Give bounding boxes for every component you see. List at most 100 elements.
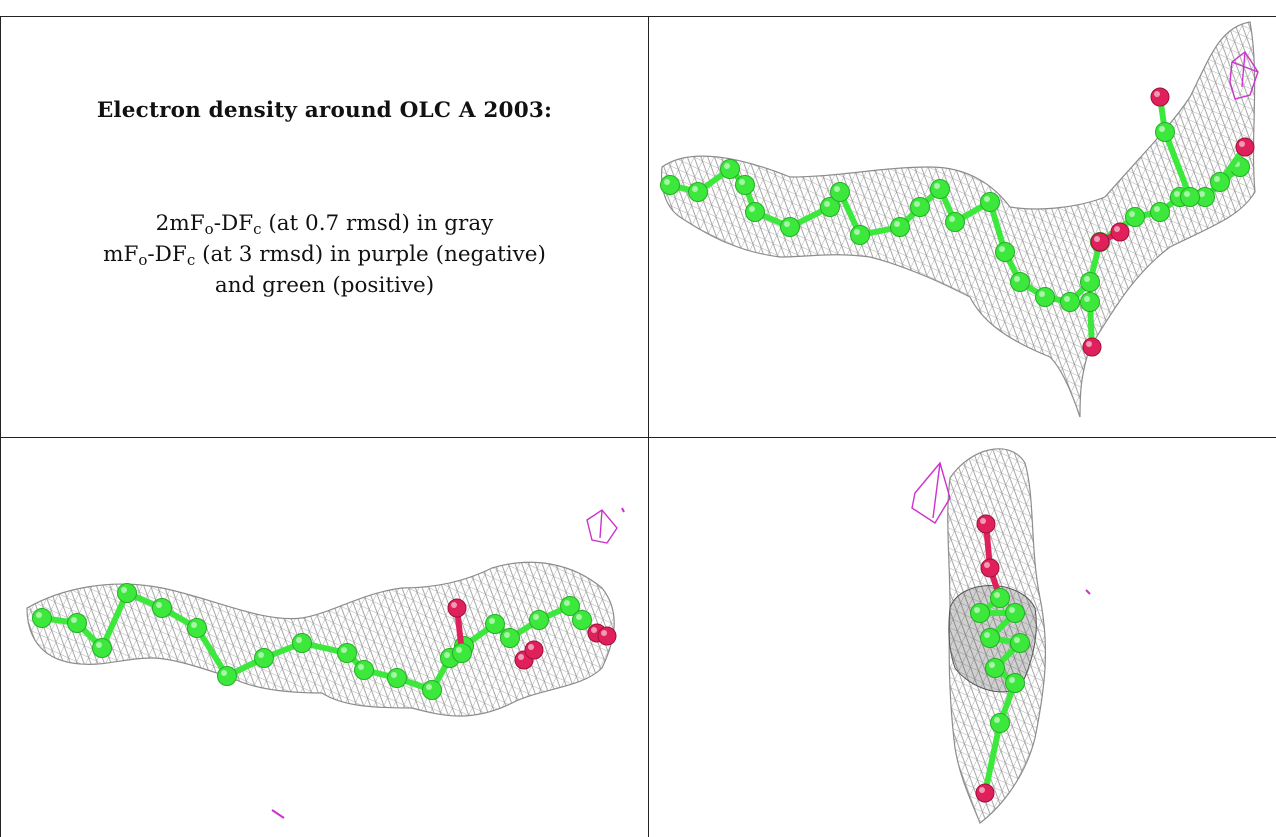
carbon-atom — [1080, 292, 1100, 312]
carbon-atom — [990, 713, 1010, 733]
carbon-atom — [995, 242, 1015, 262]
atom-highlight — [824, 201, 830, 207]
atom-highlight — [1159, 126, 1165, 132]
atom-highlight — [1009, 607, 1015, 613]
carbon-atom — [830, 182, 850, 202]
atom-highlight — [989, 662, 995, 668]
carbon-atom — [187, 618, 207, 638]
atom-highlight — [36, 612, 42, 618]
chain-bond — [99, 590, 130, 651]
carbon-atom — [422, 680, 442, 700]
oxygen-atom — [1082, 337, 1102, 357]
negative-density-blob — [1229, 50, 1259, 100]
atom-highlight — [121, 587, 127, 593]
oxygen-atom — [524, 640, 544, 660]
carbon-atom — [1005, 673, 1025, 693]
atom-highlight — [1039, 291, 1045, 297]
carbon-atom — [985, 658, 1005, 678]
atom-highlight — [504, 632, 510, 638]
atom-highlight — [1239, 141, 1245, 147]
atom-highlight — [518, 654, 524, 660]
carbon-atom — [1210, 172, 1230, 192]
view-bottom-right — [911, 448, 1091, 824]
carbon-atom — [910, 197, 930, 217]
atom-highlight — [528, 644, 534, 650]
view-top-right — [660, 21, 1259, 418]
carbon-atom — [930, 179, 950, 199]
atom-highlight — [984, 632, 990, 638]
atom-highlight — [1084, 296, 1090, 302]
negative-density-blob — [586, 509, 618, 544]
atom-highlight — [358, 664, 364, 670]
carbon-atom — [387, 668, 407, 688]
atom-highlight — [1114, 226, 1120, 232]
atom-highlight — [1199, 191, 1205, 197]
carbon-atom — [1150, 202, 1170, 222]
carbon-atom — [32, 608, 52, 628]
density-fragment — [271, 809, 285, 819]
carbon-atom — [1035, 287, 1055, 307]
atom-highlight — [341, 647, 347, 653]
atom-highlight — [71, 617, 77, 623]
carbon-atom — [688, 182, 708, 202]
atom-highlight — [258, 652, 264, 658]
border-top — [0, 16, 1276, 17]
carbon-atom — [485, 614, 505, 634]
oxygen-atom — [1090, 232, 1110, 252]
legend-line-difference: mFo-DFc (at 3 rmsd) in purple (negative) — [103, 242, 546, 269]
carbon-atom — [500, 628, 520, 648]
carbon-atom — [337, 643, 357, 663]
carbon-atom — [1010, 272, 1030, 292]
atom-highlight — [692, 186, 698, 192]
oxygen-atom — [1110, 222, 1130, 242]
legend-line-positive: and green (positive) — [214, 273, 435, 298]
atom-highlight — [994, 717, 1000, 723]
atom-highlight — [1154, 206, 1160, 212]
atom-highlight — [451, 602, 457, 608]
atom-highlight — [979, 787, 985, 793]
atom-highlight — [664, 179, 670, 185]
atom-highlight — [739, 179, 745, 185]
atom-highlight — [1094, 236, 1100, 242]
atom-highlight — [576, 614, 582, 620]
atom-highlight — [1064, 296, 1070, 302]
atom-highlight — [1086, 341, 1092, 347]
atom-highlight — [1214, 176, 1220, 182]
carbon-atom — [529, 610, 549, 630]
atom-highlight — [784, 221, 790, 227]
atom-highlight — [1009, 677, 1015, 683]
legend-line-gray: 2mFo-DFc (at 0.7 rmsd) in gray — [155, 211, 494, 238]
atom-highlight — [1014, 276, 1020, 282]
atom-highlight — [96, 642, 102, 648]
atom-highlight — [444, 652, 450, 658]
carbon-atom — [572, 610, 592, 630]
carbon-atom — [452, 643, 472, 663]
atom-highlight — [456, 647, 462, 653]
atom-highlight — [914, 201, 920, 207]
border-left — [0, 16, 1, 837]
atom-highlight — [391, 672, 397, 678]
atom-highlight — [724, 163, 730, 169]
oxygen-atom — [1235, 137, 1255, 157]
carbon-atom — [970, 603, 990, 623]
atom-highlight — [221, 670, 227, 676]
density-mesh — [26, 561, 615, 717]
atom-highlight — [1014, 637, 1020, 643]
atom-highlight — [156, 602, 162, 608]
carbon-atom — [254, 648, 274, 668]
carbon-atom — [217, 666, 237, 686]
caption-cell: Electron density around OLC A 2003: 2mFo… — [2, 16, 647, 436]
density-fragment — [621, 507, 625, 513]
atom-highlight — [591, 627, 597, 633]
atom-highlight — [949, 216, 955, 222]
atom-highlight — [984, 196, 990, 202]
carbon-atom — [780, 217, 800, 237]
atom-highlight — [533, 614, 539, 620]
carbon-atom — [660, 175, 680, 195]
atom-highlight — [974, 607, 980, 613]
atom-highlight — [984, 562, 990, 568]
border-middle-vertical — [648, 16, 649, 837]
carbon-atom — [1180, 187, 1200, 207]
oxygen-atom — [976, 514, 996, 534]
